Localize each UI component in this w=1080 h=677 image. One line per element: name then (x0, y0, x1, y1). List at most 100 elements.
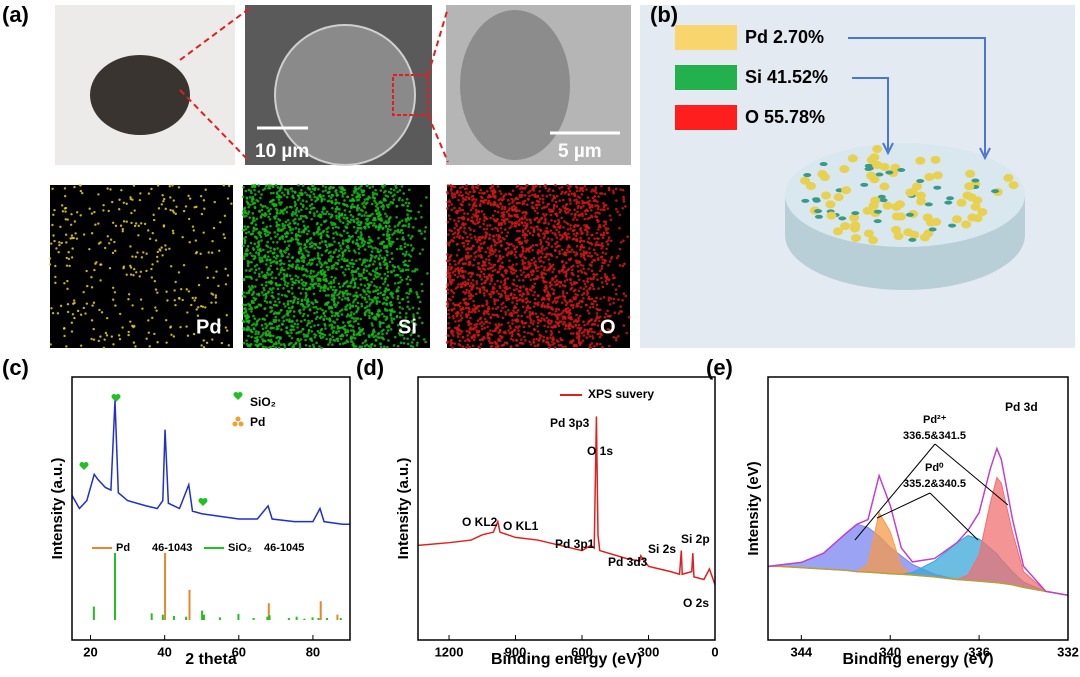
eds-dot (245, 339, 248, 342)
eds-dot (462, 200, 465, 203)
eds-dot (449, 184, 452, 187)
eds-dot (476, 219, 479, 222)
eds-dot (399, 189, 402, 192)
eds-dot (140, 271, 142, 273)
eds-dot (511, 315, 514, 318)
eds-dot (556, 236, 559, 239)
eds-dot (289, 239, 292, 242)
eds-dot (334, 277, 337, 280)
eds-dot (592, 273, 595, 276)
eds-dot (349, 307, 352, 310)
eds-dot (373, 278, 376, 281)
eds-dot (300, 292, 303, 295)
eds-dot (291, 306, 294, 309)
eds-dot (347, 247, 350, 250)
eds-dot (327, 287, 330, 290)
eds-dot (378, 332, 381, 335)
eds-dot (269, 250, 272, 253)
eds-dot (528, 325, 531, 328)
eds-dot (156, 341, 158, 343)
eds-dot (264, 205, 267, 208)
eds-dot (384, 212, 387, 215)
eds-dot (498, 285, 501, 288)
map-label: Pd (196, 316, 222, 338)
eds-dot (258, 273, 261, 276)
eds-dot (397, 345, 400, 348)
eds-dot (297, 301, 300, 304)
eds-dot (367, 245, 370, 248)
eds-dot (588, 335, 591, 338)
eds-dot (623, 262, 626, 265)
eds-dot (383, 345, 386, 348)
eds-dot (617, 335, 620, 338)
eds-dot (321, 309, 324, 312)
particle (820, 162, 828, 166)
eds-dot (530, 289, 533, 292)
eds-dot (543, 266, 546, 269)
eds-dot (512, 297, 515, 300)
eds-dot (368, 239, 371, 242)
eds-dot (223, 233, 225, 235)
eds-dot (190, 304, 192, 306)
eds-dot (601, 346, 604, 349)
eds-dot (383, 184, 386, 187)
eds-dot (185, 325, 187, 327)
eds-dot (533, 291, 536, 294)
eds-dot (478, 330, 481, 333)
eds-dot (301, 299, 304, 302)
eds-dot (249, 276, 252, 279)
eds-dot (461, 276, 464, 279)
eds-dot (261, 317, 264, 320)
eds-dot (305, 200, 308, 203)
eds-dot (500, 293, 503, 296)
eds-dot (181, 236, 183, 238)
eds-dot (386, 296, 389, 299)
eds-dot (447, 322, 450, 325)
eds-dot (468, 340, 471, 343)
eds-dot (313, 214, 316, 217)
eds-dot (353, 191, 356, 194)
eds-dot (254, 333, 257, 336)
eds-dot (307, 240, 310, 243)
eds-dot (291, 337, 294, 340)
eds-dot (468, 332, 471, 335)
eds-dot (243, 255, 246, 258)
eds-dot (365, 265, 368, 268)
eds-dot (447, 292, 450, 295)
eds-dot (360, 237, 363, 240)
eds-dot (524, 239, 527, 242)
eds-dot (384, 273, 387, 276)
eds-dot (455, 191, 458, 194)
eds-dot (457, 249, 460, 252)
eds-dot (419, 301, 422, 304)
eds-dot (499, 268, 502, 271)
eds-dot (320, 196, 323, 199)
eds-dot (353, 226, 356, 229)
eds-dot (248, 305, 251, 308)
eds-dot (474, 255, 477, 258)
eds-dot (583, 240, 586, 243)
eds-dot (335, 192, 338, 195)
eds-dot (459, 332, 462, 335)
eds-dot (553, 342, 556, 345)
eds-dot (210, 292, 212, 294)
eds-dot (368, 345, 371, 348)
eds-dot (404, 246, 407, 249)
eds-dot (485, 299, 488, 302)
eds-dot (523, 331, 526, 334)
eds-dot (566, 292, 569, 295)
eds-dot (272, 241, 275, 244)
eds-dot (527, 275, 530, 278)
eds-dot (541, 247, 544, 250)
eds-dot (393, 232, 396, 235)
eds-dot (315, 300, 318, 303)
eds-dot (385, 303, 388, 306)
eds-dot (595, 297, 598, 300)
eds-dot (71, 330, 73, 332)
eds-dot (579, 187, 582, 190)
eds-dot (263, 307, 266, 310)
eds-dot (391, 321, 394, 324)
eds-dot (271, 271, 274, 274)
eds-dot (400, 341, 403, 344)
eds-dot (335, 198, 338, 201)
